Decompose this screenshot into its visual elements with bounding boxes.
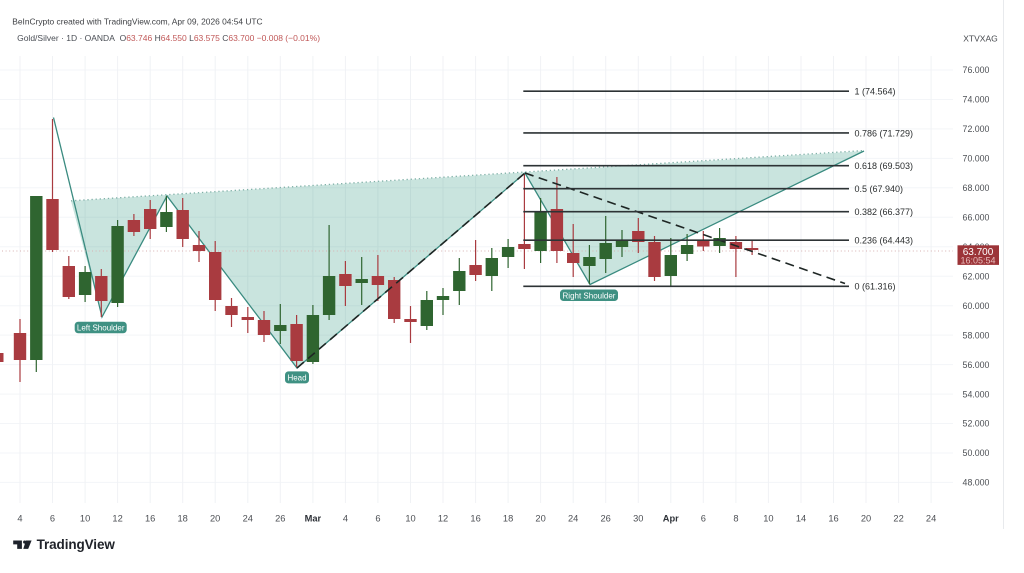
svg-text:Gold/Silver · 1D · OANDA O63.: Gold/Silver · 1D · OANDA O63.746 H64.550… [17, 33, 320, 43]
svg-text:30: 30 [633, 514, 643, 524]
svg-text:62.000: 62.000 [963, 271, 990, 281]
svg-text:0.786 (71.729): 0.786 (71.729) [855, 128, 914, 138]
svg-text:26: 26 [601, 514, 611, 524]
svg-text:66.000: 66.000 [963, 213, 990, 223]
svg-text:0 (61.316): 0 (61.316) [855, 282, 896, 292]
svg-text:0.5 (67.940): 0.5 (67.940) [855, 184, 904, 194]
svg-text:22: 22 [893, 514, 903, 524]
svg-text:14: 14 [796, 514, 806, 524]
svg-text:12: 12 [112, 514, 122, 524]
svg-text:18: 18 [503, 514, 513, 524]
svg-text:Head: Head [287, 373, 306, 382]
svg-text:6: 6 [375, 514, 380, 524]
svg-text:4: 4 [343, 514, 348, 524]
svg-text:16: 16 [828, 514, 838, 524]
svg-text:76.000: 76.000 [963, 65, 990, 75]
svg-text:48.000: 48.000 [963, 478, 990, 488]
svg-text:4: 4 [17, 514, 22, 524]
svg-text:0.236 (64.443): 0.236 (64.443) [855, 236, 914, 246]
svg-text:12: 12 [438, 514, 448, 524]
svg-text:Left Shoulder: Left Shoulder [77, 324, 125, 333]
svg-text:68.000: 68.000 [963, 183, 990, 193]
svg-text:58.000: 58.000 [963, 330, 990, 340]
svg-text:63.700: 63.700 [963, 247, 994, 258]
svg-text:XTVXAG: XTVXAG [963, 34, 997, 44]
svg-text:52.000: 52.000 [963, 419, 990, 429]
svg-text:Mar: Mar [305, 514, 322, 524]
svg-text:10: 10 [405, 514, 415, 524]
svg-text:56.000: 56.000 [963, 360, 990, 370]
svg-text:16: 16 [145, 514, 155, 524]
svg-text:20: 20 [535, 514, 545, 524]
svg-text:10: 10 [763, 514, 773, 524]
svg-text:74.000: 74.000 [963, 95, 990, 105]
svg-text:6: 6 [701, 514, 706, 524]
svg-text:70.000: 70.000 [963, 154, 990, 164]
svg-text:BeInCrypto created with Tradin: BeInCrypto created with TradingView.com,… [12, 17, 262, 27]
svg-text:0.382 (66.377): 0.382 (66.377) [855, 207, 914, 217]
svg-text:26: 26 [275, 514, 285, 524]
svg-text:24: 24 [926, 514, 936, 524]
svg-text:16:05:54: 16:05:54 [960, 256, 995, 266]
svg-text:16: 16 [470, 514, 480, 524]
svg-text:10: 10 [80, 514, 90, 524]
svg-text:54.000: 54.000 [963, 389, 990, 399]
svg-text:20: 20 [210, 514, 220, 524]
svg-text:20: 20 [861, 514, 871, 524]
svg-text:24: 24 [243, 514, 253, 524]
svg-text:8: 8 [733, 514, 738, 524]
svg-text:60.000: 60.000 [963, 301, 990, 311]
svg-text:24: 24 [568, 514, 578, 524]
svg-text:Apr: Apr [663, 514, 679, 524]
svg-text:0.618 (69.503): 0.618 (69.503) [855, 161, 914, 171]
svg-text:50.000: 50.000 [963, 448, 990, 458]
svg-text:6: 6 [50, 514, 55, 524]
svg-text:72.000: 72.000 [963, 124, 990, 134]
svg-text:18: 18 [178, 514, 188, 524]
svg-text:1 (74.564): 1 (74.564) [855, 87, 896, 97]
svg-text:TradingView: TradingView [37, 537, 116, 552]
svg-text:Right Shoulder: Right Shoulder [563, 291, 616, 300]
